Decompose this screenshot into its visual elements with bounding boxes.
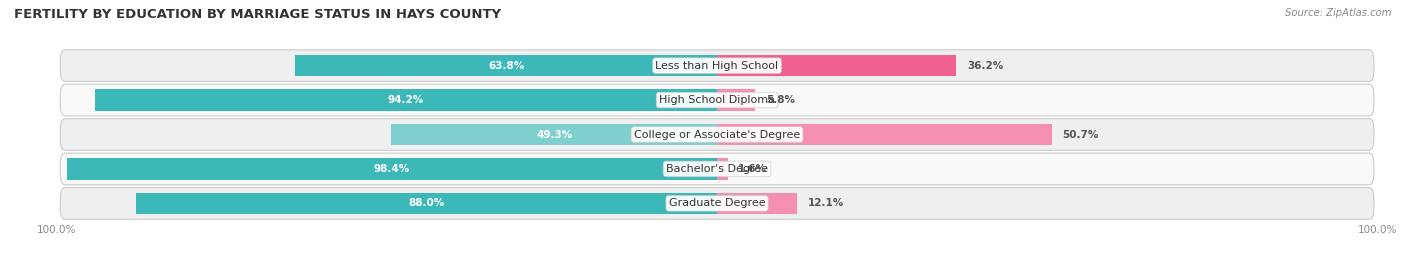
- Text: FERTILITY BY EDUCATION BY MARRIAGE STATUS IN HAYS COUNTY: FERTILITY BY EDUCATION BY MARRIAGE STATU…: [14, 8, 501, 21]
- Text: 63.8%: 63.8%: [488, 61, 524, 71]
- Text: 98.4%: 98.4%: [374, 164, 411, 174]
- Bar: [717, 89, 755, 111]
- Text: 1.6%: 1.6%: [738, 164, 768, 174]
- Text: 5.8%: 5.8%: [766, 95, 794, 105]
- Text: Source: ZipAtlas.com: Source: ZipAtlas.com: [1285, 8, 1392, 18]
- Bar: [94, 89, 717, 111]
- Bar: [717, 124, 1052, 145]
- Bar: [135, 193, 717, 214]
- Text: 94.2%: 94.2%: [388, 95, 425, 105]
- FancyBboxPatch shape: [60, 153, 1374, 185]
- FancyBboxPatch shape: [60, 119, 1374, 150]
- Bar: [717, 193, 797, 214]
- Text: 50.7%: 50.7%: [1063, 129, 1099, 140]
- Text: Bachelor's Degree: Bachelor's Degree: [666, 164, 768, 174]
- Text: 88.0%: 88.0%: [408, 198, 444, 208]
- Text: College or Associate's Degree: College or Associate's Degree: [634, 129, 800, 140]
- Bar: [717, 55, 956, 76]
- Bar: [67, 158, 717, 180]
- Text: High School Diploma: High School Diploma: [659, 95, 775, 105]
- Text: 12.1%: 12.1%: [807, 198, 844, 208]
- Text: Graduate Degree: Graduate Degree: [669, 198, 765, 208]
- Text: Less than High School: Less than High School: [655, 61, 779, 71]
- Text: 49.3%: 49.3%: [536, 129, 572, 140]
- Bar: [295, 55, 717, 76]
- Bar: [717, 158, 728, 180]
- FancyBboxPatch shape: [60, 50, 1374, 82]
- FancyBboxPatch shape: [60, 187, 1374, 219]
- Text: 36.2%: 36.2%: [967, 61, 1002, 71]
- FancyBboxPatch shape: [60, 84, 1374, 116]
- Bar: [391, 124, 717, 145]
